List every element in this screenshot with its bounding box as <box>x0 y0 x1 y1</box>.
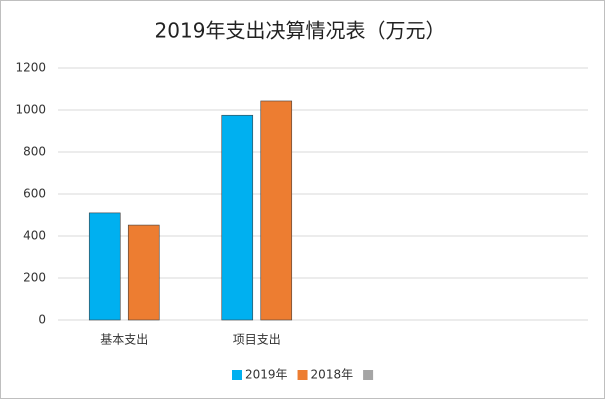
legend-label: 2018年 <box>311 368 354 382</box>
legend-swatch <box>363 370 374 380</box>
y-tick-label: 200 <box>23 271 46 285</box>
bar <box>221 114 254 321</box>
bar <box>127 224 160 321</box>
legend-label: 2019年 <box>245 368 288 382</box>
bar <box>260 100 293 321</box>
chart-border <box>0 0 605 399</box>
y-tick-label: 0 <box>38 313 46 327</box>
y-tick-label: 400 <box>23 229 46 243</box>
x-tick-label: 项目支出 <box>233 333 281 347</box>
legend-swatch <box>297 370 308 380</box>
y-tick-label: 800 <box>23 145 46 159</box>
bar <box>88 212 121 321</box>
y-tick-label: 600 <box>23 187 46 201</box>
y-tick-label: 1200 <box>15 61 46 75</box>
chart-title: 2019年支出决算情况表（万元） <box>155 19 446 43</box>
y-tick-label: 1000 <box>15 103 46 117</box>
x-tick-label: 基本支出 <box>100 333 148 347</box>
legend-swatch <box>232 370 242 380</box>
